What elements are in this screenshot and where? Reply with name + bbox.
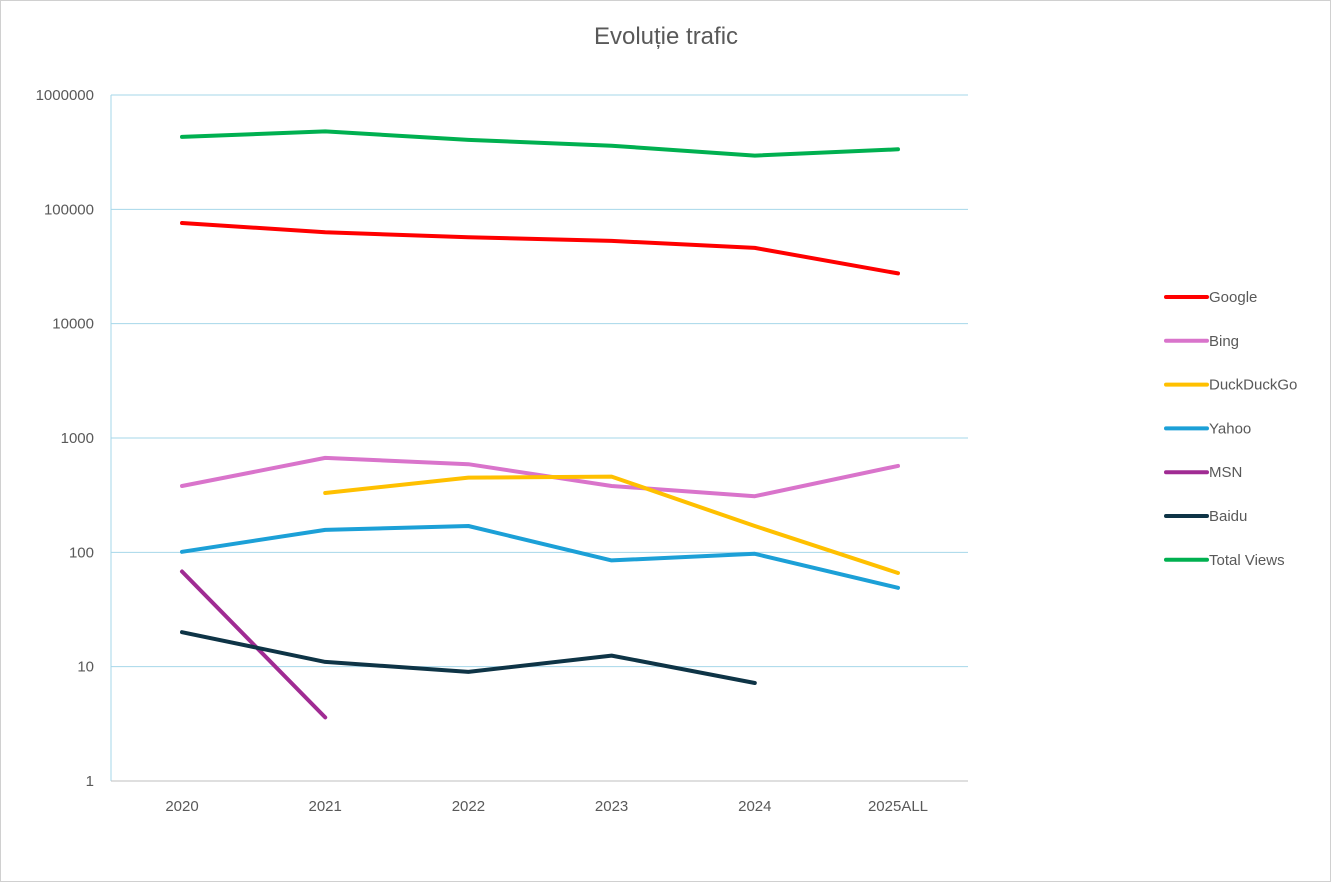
y-tick-labels: 1 10 100 1000 10000 100000 1000000 [36, 87, 94, 790]
x-tick-label: 2023 [595, 798, 628, 815]
series-line-yahoo [180, 524, 900, 590]
axes [110, 95, 968, 782]
legend-label-msn: MSN [1209, 464, 1242, 481]
legend-label-bing: Bing [1209, 333, 1239, 350]
chart-title: Evoluție trafic [594, 23, 738, 50]
x-tick-label: 2024 [738, 798, 771, 815]
legend: Google Bing DuckDuckGo Yahoo MSN Baidu Total V… [1164, 289, 1297, 569]
series-line-msn [180, 569, 328, 720]
y-tick-label: 10 [77, 659, 94, 676]
legend-label-yahoo: Yahoo [1209, 420, 1251, 437]
y-tick-label: 1 [86, 773, 94, 790]
x-tick-labels: 2020 2021 2022 2023 2024 2025ALL [165, 798, 928, 815]
legend-label-duckduckgo: DuckDuckGo [1209, 377, 1297, 394]
series-line-total-views [180, 129, 900, 158]
x-tick-label: 2022 [452, 798, 485, 815]
y-tick-label: 10000 [52, 316, 94, 333]
y-tick-label: 1000000 [36, 87, 94, 104]
gridlines [111, 94, 968, 668]
x-tick-label: 2025ALL [868, 798, 928, 815]
legend-label-google: Google [1209, 289, 1257, 306]
series-lines [180, 129, 900, 720]
x-tick-label: 2021 [309, 798, 342, 815]
series-line-duckduckgo [323, 474, 900, 575]
legend-label-baidu: Baidu [1209, 508, 1247, 525]
series-line-google [180, 221, 900, 276]
x-tick-label: 2020 [165, 798, 198, 815]
series-line-baidu [180, 630, 757, 685]
y-tick-label: 1000 [61, 430, 94, 447]
y-tick-label: 100 [69, 544, 94, 561]
legend-label-total-views: Total Views [1209, 552, 1285, 569]
y-tick-label: 100000 [44, 201, 94, 218]
